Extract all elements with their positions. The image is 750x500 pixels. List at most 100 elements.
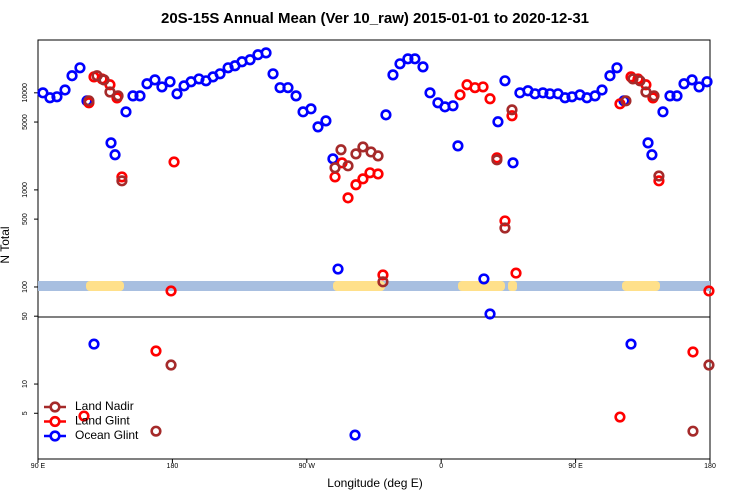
point: [703, 285, 715, 297]
x-tick-label: 90 E: [31, 463, 46, 470]
legend-label: Ocean Glint: [75, 428, 139, 442]
point: [506, 104, 518, 116]
point: [244, 54, 256, 66]
point: [59, 84, 71, 96]
point: [589, 90, 601, 102]
point: [66, 70, 78, 82]
point: [506, 110, 518, 122]
point: [447, 100, 459, 112]
point: [357, 141, 369, 153]
point: [282, 82, 294, 94]
point: [150, 425, 162, 437]
legend-marker: [49, 415, 61, 428]
land-band: [458, 281, 505, 291]
x-tick-label: 90 E: [568, 463, 583, 470]
point: [380, 109, 392, 121]
point: [377, 276, 389, 288]
point: [171, 88, 183, 100]
point: [625, 338, 637, 350]
point: [452, 140, 464, 152]
point: [149, 74, 161, 86]
point: [559, 92, 571, 104]
point: [260, 47, 272, 59]
point: [290, 90, 302, 102]
point: [74, 62, 86, 74]
point: [372, 150, 384, 162]
point: [703, 359, 715, 371]
point: [596, 84, 608, 96]
point: [409, 53, 421, 65]
y-axis-label: N Total: [0, 226, 12, 263]
land-band: [333, 281, 385, 291]
legend-label: Land Glint: [75, 414, 130, 428]
y-tick-label: 1000: [22, 182, 29, 198]
x-tick-label: 180: [167, 463, 179, 470]
plot-frame: [37, 39, 711, 460]
point: [417, 61, 429, 73]
chart-title: 20S-15S Annual Mean (Ver 10_raw) 2015-01…: [161, 10, 589, 27]
point: [653, 175, 665, 187]
point: [350, 148, 362, 160]
point: [642, 137, 654, 149]
point: [377, 269, 389, 281]
point: [634, 75, 646, 87]
y-tick-label: 5: [22, 411, 29, 415]
point: [109, 149, 121, 161]
point: [134, 90, 146, 102]
point: [350, 179, 362, 191]
point: [320, 115, 332, 127]
point: [357, 173, 369, 185]
point: [611, 62, 623, 74]
y-tick-label: 10000: [22, 83, 29, 103]
point: [632, 73, 644, 85]
point: [394, 58, 406, 70]
point: [478, 273, 490, 285]
point: [329, 162, 341, 174]
point: [332, 263, 344, 275]
point: [484, 308, 496, 320]
y-tick-label: 500: [22, 213, 29, 225]
point: [342, 160, 354, 172]
point: [507, 157, 519, 169]
point: [372, 168, 384, 180]
y-tick-label: 50: [22, 312, 29, 320]
point: [402, 53, 414, 65]
y-tick-label: 100: [22, 281, 29, 293]
point: [701, 76, 713, 88]
point: [120, 106, 132, 118]
point: [671, 90, 683, 102]
land-band: [622, 281, 660, 291]
point: [116, 175, 128, 187]
point: [305, 103, 317, 115]
point: [78, 410, 90, 422]
point: [492, 116, 504, 128]
point: [664, 90, 676, 102]
point: [168, 156, 180, 168]
point: [98, 74, 110, 86]
point: [88, 338, 100, 350]
point: [342, 192, 354, 204]
point: [156, 81, 168, 93]
land-band: [508, 281, 517, 291]
x-tick-label: 0: [439, 463, 443, 470]
point: [165, 285, 177, 297]
land-band: [86, 281, 124, 291]
surface-band: [38, 281, 710, 291]
point: [686, 74, 698, 86]
point: [499, 75, 511, 87]
point: [112, 90, 124, 102]
point: [620, 95, 632, 107]
point: [604, 70, 616, 82]
point: [105, 137, 117, 149]
point: [165, 359, 177, 371]
point: [349, 429, 361, 441]
x-tick-label: 180: [704, 463, 716, 470]
point: [37, 87, 49, 99]
x-tick-label: 90 W: [299, 463, 316, 470]
point: [387, 69, 399, 81]
point: [499, 215, 511, 227]
y-tick-label: 5000: [22, 114, 29, 130]
point: [614, 411, 626, 423]
point: [646, 149, 658, 161]
